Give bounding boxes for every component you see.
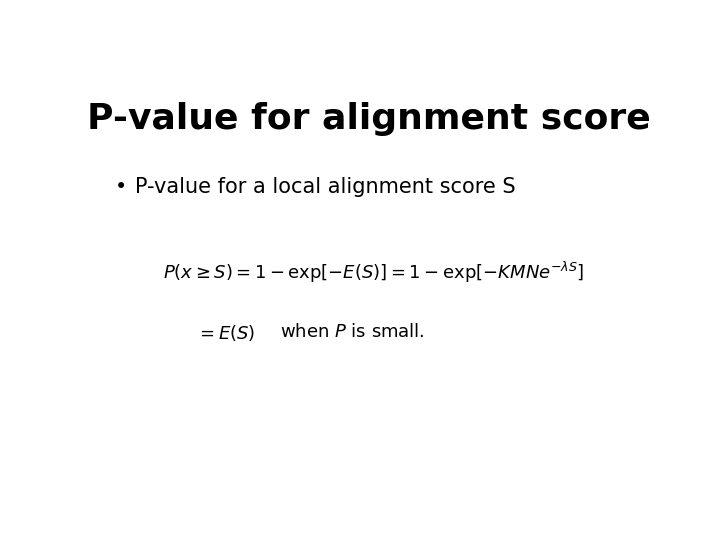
Text: P-value for alignment score: P-value for alignment score (87, 102, 651, 136)
Text: •: • (115, 177, 127, 197)
Text: $=E(S)$: $=E(S)$ (196, 322, 256, 342)
Text: $P(x{\geq}S)=1-\exp\!\left[-E(S)\right]=1-\exp\!\left[-KMNe^{-\lambda S}\right]$: $P(x{\geq}S)=1-\exp\!\left[-E(S)\right]=… (163, 260, 584, 286)
Text: P-value for a local alignment score S: P-value for a local alignment score S (135, 177, 516, 197)
Text: when $P$ is small.: when $P$ is small. (280, 322, 424, 341)
